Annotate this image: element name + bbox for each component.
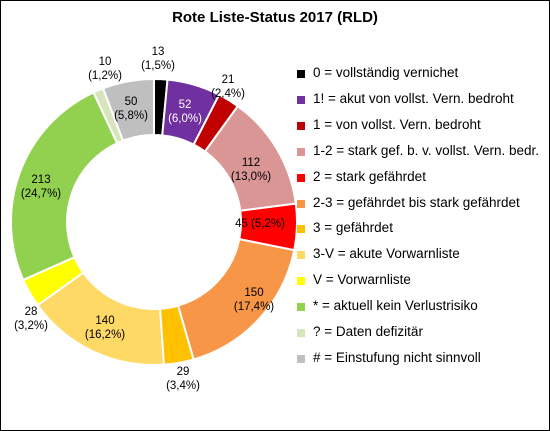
legend-swatch: [297, 121, 305, 130]
legend-swatch: [297, 225, 305, 234]
legend-label: # = Einstufung nicht sinnvoll: [313, 349, 481, 365]
legend-label: 1! = akut von vollst. Vern. bedroht: [313, 90, 514, 106]
legend-label: 3-V = akute Vorwarnliste: [313, 246, 460, 262]
slice-data-label-3: 112 (13,0%): [231, 157, 271, 183]
donut-slice-11: [101, 77, 155, 142]
legend-label: 0 = vollständig vernichet: [313, 65, 459, 80]
slice-data-label-11: 50 (5,8%): [114, 96, 148, 122]
legend-item: 1 = von vollst. Vern. bedroht: [297, 117, 549, 139]
slice-data-label-9: 213 (24,7%): [21, 174, 61, 200]
slice-data-label-0: 13 (1,5%): [141, 46, 175, 72]
legend-swatch: [297, 277, 305, 286]
legend-swatch: [297, 329, 305, 337]
legend-label: * = aktuell kein Verlustrisiko: [313, 298, 478, 314]
legend-item: * = aktuell kein Verlustrisiko: [297, 298, 549, 320]
legend-item: 3 = gefährdet: [297, 220, 549, 242]
legend-item: 0 = vollständig vernichet: [297, 65, 549, 87]
legend-swatch: [297, 354, 305, 363]
donut-slice-5: [176, 237, 296, 361]
legend-label: 2 = stark gefährdet: [313, 168, 426, 184]
legend-item: # = Einstufung nicht sinnvoll: [297, 350, 549, 372]
legend-label: 3 = gefährdet: [313, 220, 393, 236]
legend-item: 2-3 = gefährdet bis stark gefährdet: [297, 195, 549, 217]
slice-data-label-10: 10 (1,2%): [88, 56, 122, 82]
legend-item: 3-V = akute Vorwarnliste: [297, 246, 549, 268]
legend-label: ? = Daten defizitär: [313, 324, 423, 339]
legend-swatch: [297, 251, 305, 260]
chart-title: Rote Liste-Status 2017 (RLD): [172, 9, 378, 26]
slice-data-label-7: 140 (16,2%): [85, 315, 125, 341]
legend-swatch: [297, 70, 305, 78]
legend-label: 1 = von vollst. Vern. bedroht: [313, 116, 481, 132]
slice-data-label-8: 28 (3,2%): [14, 306, 48, 332]
donut-slice-9: [10, 91, 119, 282]
slice-data-label-1: 52 (6,0%): [168, 99, 202, 125]
legend-swatch: [297, 147, 305, 156]
legend-item: 1-2 = stark gef. b. v. vollst. Vern. bed…: [297, 143, 549, 165]
legend-label: V = Vorwarnliste: [313, 272, 411, 288]
legend-label: 2-3 = gefährdet bis stark gefährdet: [313, 194, 520, 210]
legend-item: 2 = stark gefährdet: [297, 169, 549, 191]
legend-swatch: [297, 199, 305, 208]
legend-swatch: [297, 95, 305, 104]
legend-item: ? = Daten defizitär: [297, 324, 549, 346]
legend-swatch: [297, 173, 305, 182]
slice-data-label-5: 150 (17,4%): [234, 287, 274, 313]
legend-item: 1! = akut von vollst. Vern. bedroht: [297, 91, 549, 113]
slice-data-label-4: 45 (5,2%): [235, 218, 285, 230]
slice-data-label-2: 21 (2,4%): [211, 74, 245, 100]
legend-item: V = Vorwarnliste: [297, 272, 549, 294]
slice-data-label-6: 29 (3,4%): [166, 366, 200, 392]
legend-swatch: [297, 303, 305, 312]
legend-label: 1-2 = stark gef. b. v. vollst. Vern. bed…: [313, 142, 539, 158]
